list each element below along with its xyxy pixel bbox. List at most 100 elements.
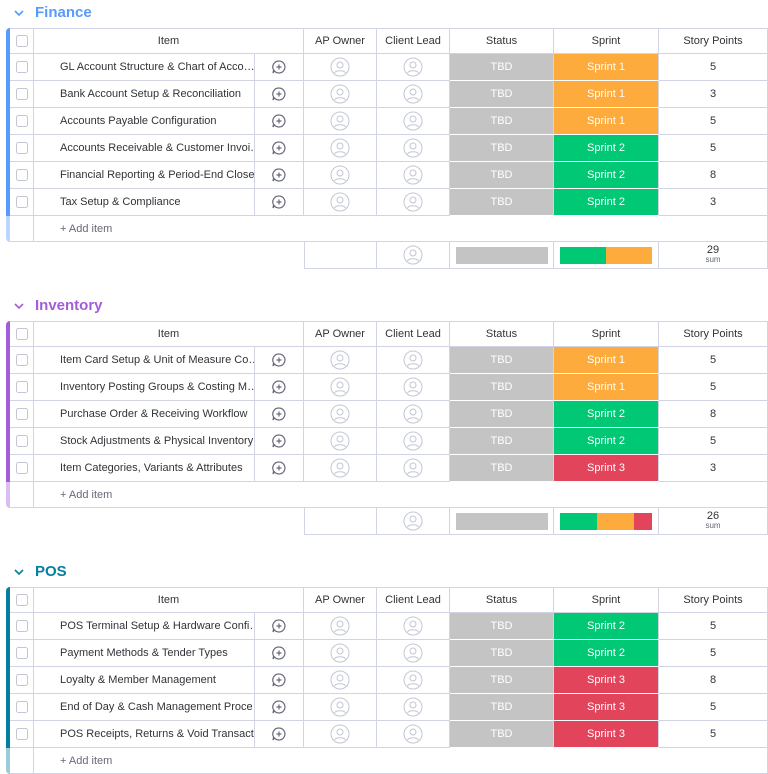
ap-owner [304, 428, 377, 455]
client-lead [377, 428, 450, 455]
item-name: POS Terminal Setup & Hardware Confi… [34, 613, 255, 640]
story-points: 3 [659, 81, 768, 108]
story-points: 5 [659, 613, 768, 640]
status: TBD [450, 613, 554, 640]
sprint: Sprint 2 [554, 135, 659, 162]
comment-button[interactable] [255, 54, 304, 81]
story-points: 5 [659, 347, 768, 374]
add-item[interactable]: + Add item [34, 482, 768, 508]
sprint: Sprint 3 [554, 721, 659, 748]
column-header: AP Owner [304, 321, 377, 347]
story-points: 5 [659, 374, 768, 401]
column-header: Story Points [659, 587, 768, 613]
column-header: Story Points [659, 28, 768, 54]
points-summary: 29 sum [659, 242, 768, 269]
group-strip [6, 216, 10, 242]
points-summary: 26 sum [659, 508, 768, 535]
comment-button[interactable] [255, 374, 304, 401]
story-points: 8 [659, 162, 768, 189]
client-lead [377, 81, 450, 108]
comment-button[interactable] [255, 428, 304, 455]
item-name: Item Card Setup & Unit of Measure Co… [34, 347, 255, 374]
column-header: Item [34, 321, 304, 347]
client-lead [377, 108, 450, 135]
column-header: Sprint [554, 28, 659, 54]
header-cell [10, 587, 34, 613]
story-points: 5 [659, 135, 768, 162]
status: TBD [450, 189, 554, 216]
status: TBD [450, 455, 554, 482]
row-checkbox [10, 162, 34, 189]
row-checkbox [10, 401, 34, 428]
row-checkbox [10, 694, 34, 721]
story-points: 5 [659, 640, 768, 667]
item-name: Inventory Posting Groups & Costing M… [34, 374, 255, 401]
comment-button[interactable] [255, 347, 304, 374]
column-header: AP Owner [304, 587, 377, 613]
ap-owner [304, 455, 377, 482]
group-strip [6, 28, 10, 216]
status: TBD [450, 162, 554, 189]
ap-owner [304, 189, 377, 216]
comment-button[interactable] [255, 694, 304, 721]
status-summary-bar [456, 247, 548, 264]
item-name: Tax Setup & Compliance [34, 189, 255, 216]
comment-button[interactable] [255, 189, 304, 216]
comment-button[interactable] [255, 721, 304, 748]
client-lead [377, 613, 450, 640]
comment-button[interactable] [255, 135, 304, 162]
header-cell [10, 321, 34, 347]
client-lead [377, 135, 450, 162]
column-header: Item [34, 587, 304, 613]
ap-owner [304, 54, 377, 81]
ap-owner [304, 81, 377, 108]
row-checkbox [10, 374, 34, 401]
sum-value: 29 [706, 244, 720, 256]
row-checkbox [10, 108, 34, 135]
item-name: Loyalty & Member Management [34, 667, 255, 694]
row-checkbox [10, 613, 34, 640]
item-name: Accounts Payable Configuration [34, 108, 255, 135]
column-header: Client Lead [377, 321, 450, 347]
item-name: Bank Account Setup & Reconciliation [34, 81, 255, 108]
comment-button[interactable] [255, 401, 304, 428]
comment-button[interactable] [255, 162, 304, 189]
ap-owner [304, 667, 377, 694]
status: TBD [450, 135, 554, 162]
status: TBD [450, 401, 554, 428]
column-header: Story Points [659, 321, 768, 347]
ap-owner [304, 640, 377, 667]
status: TBD [450, 428, 554, 455]
story-points: 8 [659, 667, 768, 694]
sprint: Sprint 1 [554, 54, 659, 81]
comment-button[interactable] [255, 667, 304, 694]
status-summary-bar [456, 513, 548, 530]
column-header: Status [450, 28, 554, 54]
row-checkbox [10, 347, 34, 374]
column-header: Sprint [554, 587, 659, 613]
comment-button[interactable] [255, 640, 304, 667]
add-item[interactable]: + Add item [34, 216, 768, 242]
row-checkbox [10, 640, 34, 667]
comment-button[interactable] [255, 81, 304, 108]
client-lead [377, 347, 450, 374]
client-lead [377, 374, 450, 401]
status: TBD [450, 54, 554, 81]
status-summary [450, 508, 554, 535]
row-checkbox [10, 216, 34, 242]
client-lead [377, 721, 450, 748]
ap-owner [304, 374, 377, 401]
ap-owner [304, 347, 377, 374]
client-lead [377, 667, 450, 694]
comment-button[interactable] [255, 455, 304, 482]
sprint-summary-segment [560, 247, 606, 264]
ap-owner [304, 721, 377, 748]
column-header: Client Lead [377, 587, 450, 613]
client-lead [377, 694, 450, 721]
comment-button[interactable] [255, 108, 304, 135]
sprint: Sprint 3 [554, 694, 659, 721]
sprint-summary-segment [633, 513, 652, 530]
sprint-summary [554, 508, 659, 535]
comment-button[interactable] [255, 613, 304, 640]
add-item[interactable]: + Add item [34, 748, 768, 774]
